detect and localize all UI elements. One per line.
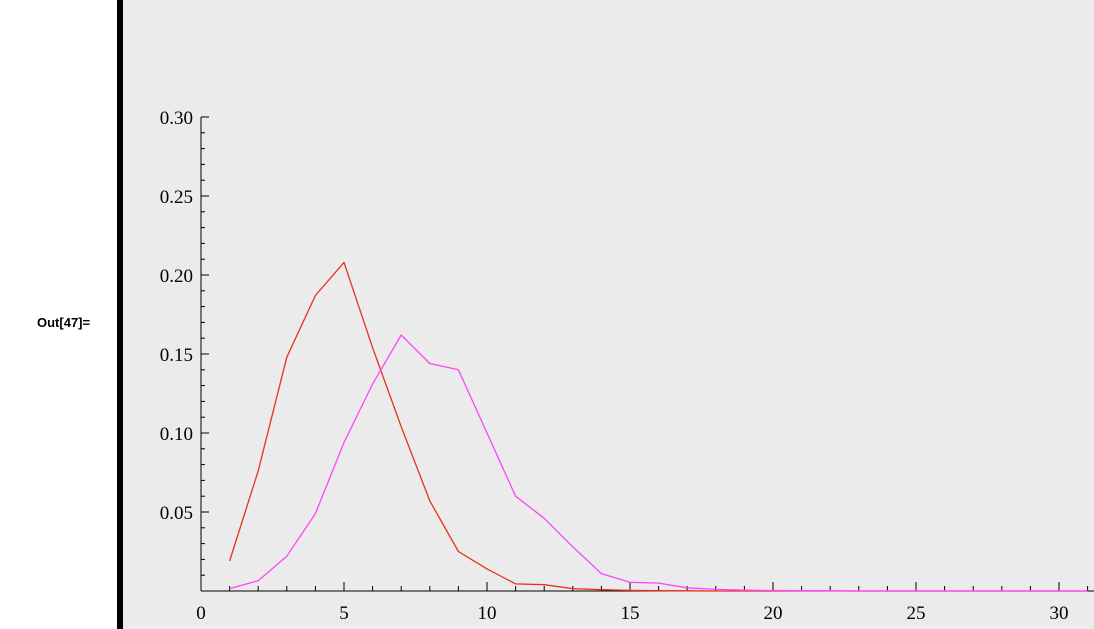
y-tick-label: 0.30	[160, 108, 193, 129]
x-tick-label: 5	[339, 603, 349, 624]
x-tick-label: 10	[478, 603, 497, 624]
y-tick-label: 0.05	[160, 503, 193, 524]
y-tick-label: 0.20	[160, 266, 193, 287]
series-layer	[228, 261, 1088, 592]
y-tick-label: 0.15	[160, 345, 193, 366]
x-tick-label: 20	[764, 603, 783, 624]
x-tick-label: 0	[196, 603, 206, 624]
plot-background	[123, 0, 1094, 629]
x-tick-label: 30	[1050, 603, 1069, 624]
x-tick-label: 15	[621, 603, 640, 624]
axes: 0 5 10 15 20 25 30 0.05 0.10 0.15 0.20 0.25 0.30	[160, 108, 1094, 624]
output-cell-label: Out[47]=	[37, 315, 91, 330]
series-line-2	[229, 334, 1088, 592]
y-tick-label: 0.25	[160, 187, 193, 208]
x-tick-label: 25	[907, 603, 926, 624]
cell-bracket[interactable]	[117, 0, 123, 629]
y-tick-label: 0.10	[160, 424, 193, 445]
